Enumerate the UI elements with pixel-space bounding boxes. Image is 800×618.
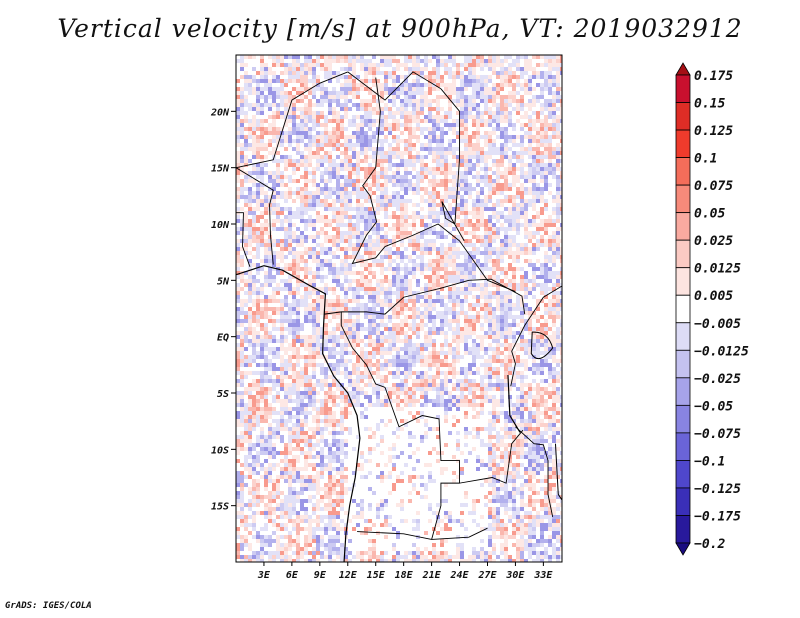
colorbar-label: 0.125 bbox=[694, 124, 733, 139]
y-tick-label: 5S bbox=[217, 389, 229, 400]
x-tick-label: 24E bbox=[450, 570, 470, 581]
colorbar-box bbox=[675, 322, 691, 351]
colorbar-label: 0.0125 bbox=[694, 262, 741, 277]
y-tick-label: 15S bbox=[211, 502, 229, 513]
colorbar-box bbox=[675, 294, 691, 324]
colorbar-label: 0.075 bbox=[694, 179, 733, 194]
y-tick-label: 10S bbox=[211, 445, 229, 456]
x-tick-label: 3E bbox=[257, 570, 271, 581]
colorbar-box bbox=[675, 129, 691, 158]
heatmap-field bbox=[236, 55, 562, 562]
x-tick-label: 21E bbox=[422, 570, 442, 581]
colorbar: 0.175 0.15 0.125 0.1 0.075 0.05 0.025 0.0125 0.0… bbox=[675, 62, 749, 556]
y-tick-label: 10N bbox=[211, 220, 230, 231]
colorbar-box bbox=[675, 267, 691, 296]
colorbar-label: −0.1 bbox=[694, 454, 725, 469]
y-tick-label: EQ bbox=[217, 333, 229, 344]
colorbar-box bbox=[675, 404, 691, 434]
colorbar-label: −0.05 bbox=[694, 399, 733, 414]
x-tick-label: 15E bbox=[367, 570, 386, 581]
colorbar-box bbox=[675, 239, 691, 269]
colorbar-box bbox=[675, 102, 691, 131]
colorbar-box bbox=[675, 460, 691, 489]
country-borders bbox=[236, 71, 562, 562]
colorbar-box bbox=[675, 377, 691, 406]
colorbar-label: −0.175 bbox=[694, 509, 741, 524]
colorbar-label: −0.075 bbox=[694, 427, 741, 442]
colorbar-label: 0.05 bbox=[694, 207, 725, 222]
colorbar-label: −0.0125 bbox=[694, 344, 749, 359]
y-tick-label: 5N bbox=[217, 276, 230, 287]
x-tick-label: 6E bbox=[286, 570, 299, 581]
colorbar-box bbox=[675, 432, 691, 461]
colorbar-max-triangle bbox=[675, 62, 691, 76]
y-tick-label: 15N bbox=[211, 164, 230, 175]
grads-credit: GrADS: IGES/COLA bbox=[5, 601, 92, 611]
x-tick-label: 33E bbox=[533, 570, 553, 581]
colorbar-label: −0.2 bbox=[694, 537, 725, 552]
colorbar-box bbox=[675, 487, 691, 516]
colorbar-label: −0.125 bbox=[694, 482, 741, 497]
colorbar-label: −0.025 bbox=[694, 372, 741, 387]
colorbar-label: 0.005 bbox=[694, 289, 733, 304]
y-tick-label: 20N bbox=[210, 107, 230, 118]
colorbar-box bbox=[675, 74, 691, 103]
y-axis: 20N 15N 10N 5N EQ 5S 10S 15S bbox=[210, 107, 236, 513]
colorbar-box bbox=[675, 212, 691, 241]
colorbar-label: 0.175 bbox=[694, 69, 733, 84]
colorbar-box bbox=[675, 157, 691, 186]
colorbar-box bbox=[675, 184, 691, 214]
colorbar-label: 0.15 bbox=[694, 97, 725, 112]
x-tick-label: 18E bbox=[395, 570, 414, 581]
colorbar-min-triangle bbox=[675, 542, 691, 556]
x-tick-label: 27E bbox=[477, 570, 497, 581]
colorbar-box bbox=[675, 515, 691, 544]
chart-title: Vertical velocity [m/s] at 900hPa, VT: 2… bbox=[57, 14, 743, 43]
x-axis: 3E 6E 9E 12E 15E 18E 21E 24E 27E 30E 33E bbox=[257, 562, 553, 581]
x-tick-label: 9E bbox=[314, 570, 327, 581]
colorbar-label: −0.005 bbox=[694, 317, 741, 332]
x-tick-label: 12E bbox=[339, 570, 358, 581]
x-tick-label: 30E bbox=[505, 570, 525, 581]
colorbar-box bbox=[675, 349, 691, 379]
colorbar-label: 0.1 bbox=[694, 152, 717, 167]
plot-frame bbox=[235, 54, 563, 563]
colorbar-label: 0.025 bbox=[694, 234, 733, 249]
